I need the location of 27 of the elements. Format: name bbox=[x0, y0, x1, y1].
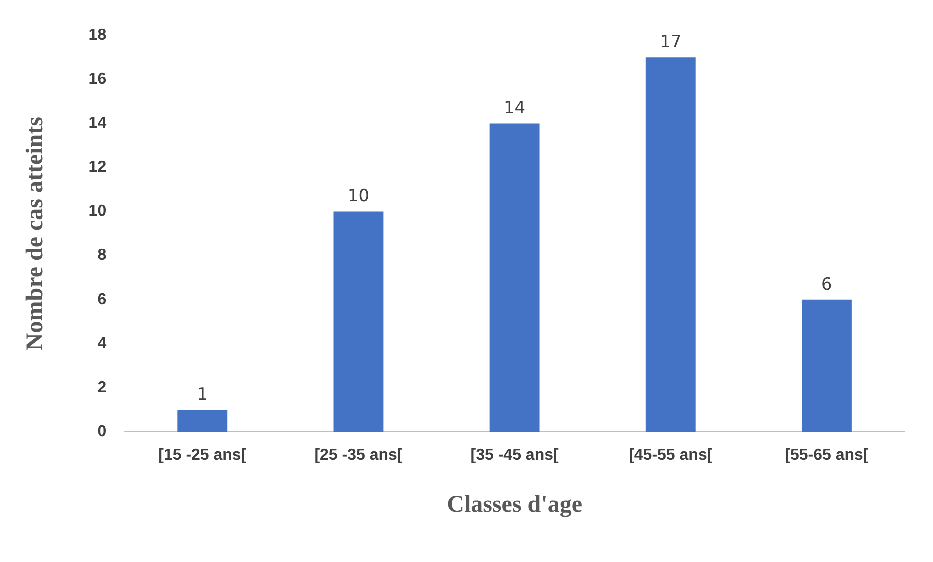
y-tick-label: 0 bbox=[98, 423, 107, 440]
x-tick-label: [25 -35 ans[ bbox=[314, 447, 404, 464]
y-tick-label: 14 bbox=[88, 115, 107, 132]
bar bbox=[334, 212, 384, 432]
x-tick-label: [35 -45 ans[ bbox=[470, 447, 560, 464]
y-tick-label: 6 bbox=[98, 291, 107, 308]
x-tick-label: [15 -25 ans[ bbox=[158, 447, 248, 464]
bar bbox=[646, 58, 696, 432]
x-axis-title: Classes d'age bbox=[447, 492, 583, 518]
y-tick-label: 10 bbox=[88, 203, 107, 220]
y-tick-label: 2 bbox=[98, 379, 107, 396]
bar bbox=[178, 410, 228, 432]
y-tick-label: 8 bbox=[98, 247, 107, 264]
data-label: 14 bbox=[504, 98, 526, 119]
y-tick-label: 12 bbox=[88, 159, 107, 176]
bar bbox=[490, 124, 540, 432]
data-label: 6 bbox=[822, 274, 832, 295]
data-label: 10 bbox=[348, 186, 370, 207]
y-tick-label: 18 bbox=[88, 27, 107, 44]
data-label: 1 bbox=[197, 384, 208, 405]
y-tick-label: 16 bbox=[88, 71, 107, 88]
data-label: 17 bbox=[660, 32, 682, 53]
x-tick-label: [55-65 ans[ bbox=[785, 447, 870, 464]
x-tick-label: [45-55 ans[ bbox=[629, 447, 714, 464]
y-axis-title: Nombre de cas atteints bbox=[22, 117, 49, 351]
bar bbox=[802, 300, 852, 432]
y-tick-label: 4 bbox=[98, 335, 107, 352]
